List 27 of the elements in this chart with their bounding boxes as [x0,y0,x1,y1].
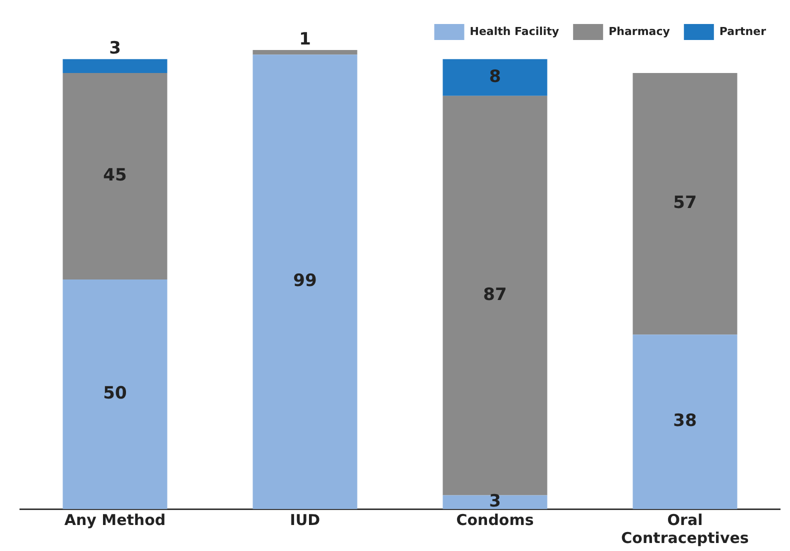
data-label: 38 [673,411,697,432]
bar [632,334,738,509]
bar [62,280,168,509]
data-label: 1 [299,29,311,50]
bar [632,72,738,335]
data-label: 3 [109,38,121,59]
data-label: 57 [673,193,697,214]
bar [442,495,548,509]
bar [62,59,168,73]
bar [252,50,358,55]
bar [62,72,168,280]
x-tick-label: IUD [290,510,320,529]
legend-label: Partner [719,24,767,38]
x-tick-label: Any Method [64,510,166,529]
legend-label: Pharmacy [608,24,670,38]
data-label: 45 [103,166,127,186]
data-label: 99 [293,271,317,292]
legend-label: Health Facility [470,24,560,38]
data-label: 3 [489,492,501,512]
x-tick-label: Oral Contraceptives [621,510,749,547]
bar [252,54,358,509]
x-tick-label: Condoms [456,510,534,529]
data-label: 50 [103,384,127,404]
bar [442,96,548,496]
bar [442,59,548,96]
data-label: 87 [483,284,507,305]
data-label: 8 [489,66,501,87]
